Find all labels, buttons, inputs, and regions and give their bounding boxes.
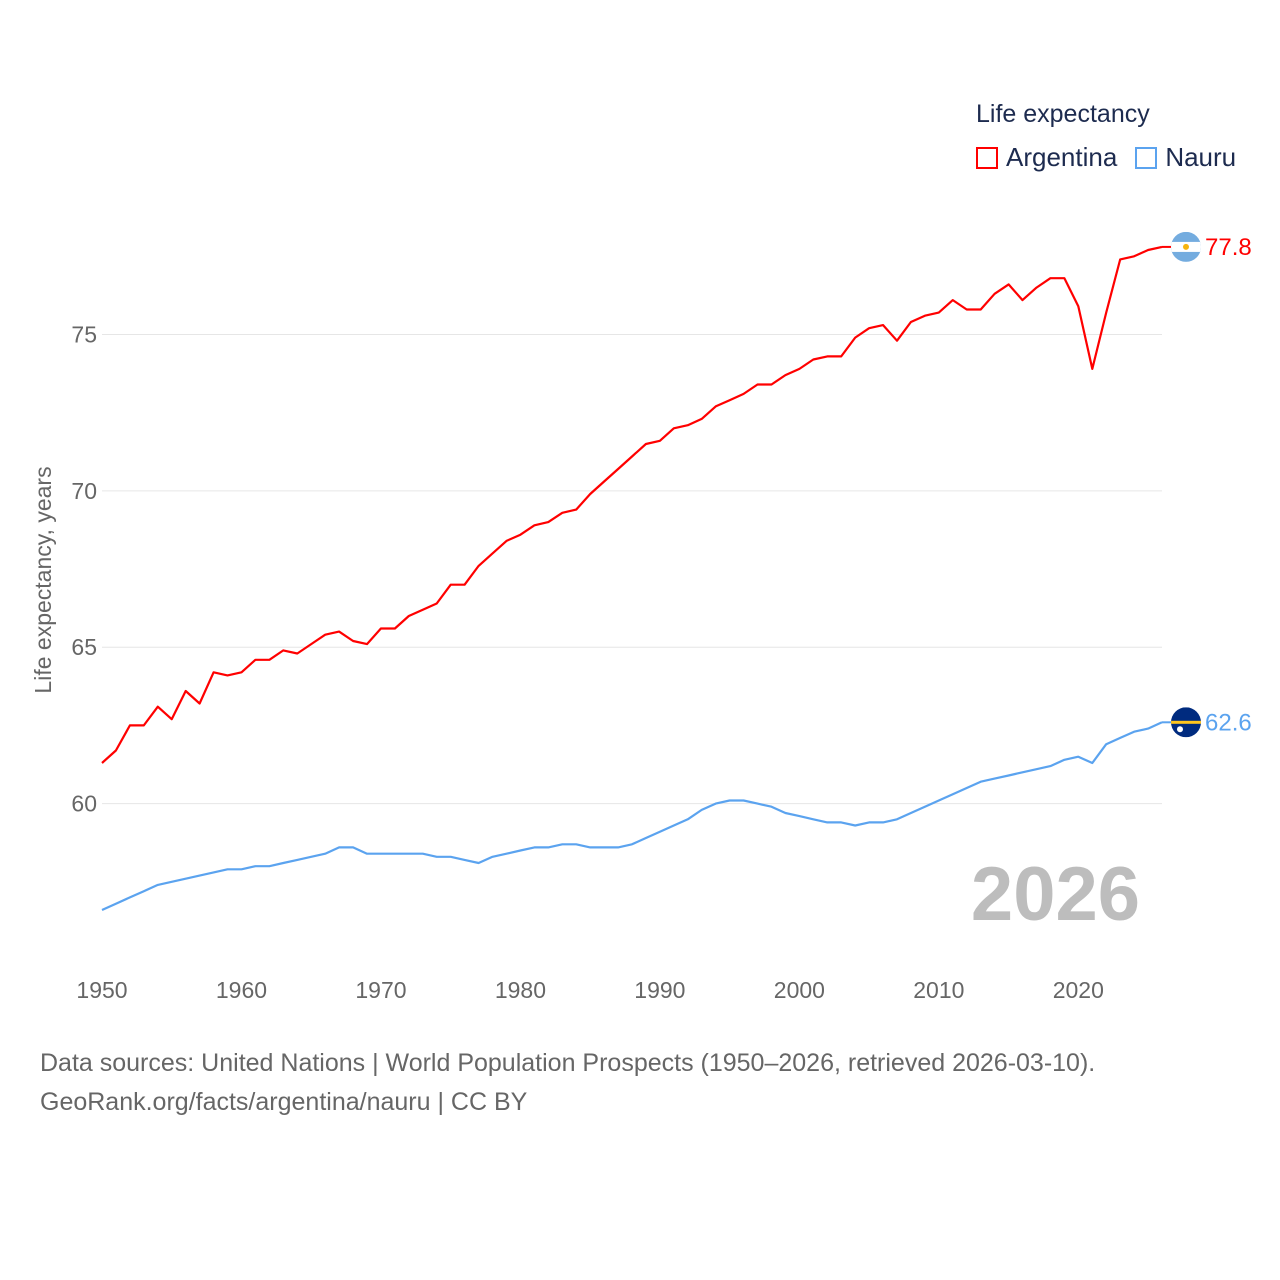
data-source: Data sources: United Nations | World Pop… xyxy=(40,1049,1096,1077)
series-lines: 77.8 62.6 xyxy=(101,231,1252,912)
x-tick-label: 1970 xyxy=(355,977,406,1003)
legend-swatch xyxy=(976,146,998,169)
x-tick-label: 2000 xyxy=(774,977,825,1003)
grid xyxy=(102,333,1162,805)
nauru-flag-icon xyxy=(1171,707,1201,738)
x-tick-label: 2010 xyxy=(913,977,964,1003)
end-value-label: 62.6 xyxy=(1205,709,1252,736)
x-tick-label: 1950 xyxy=(76,977,127,1003)
argentina-flag-icon xyxy=(1171,231,1201,262)
y-axis-label: Life expectancy, years xyxy=(30,466,56,693)
footer: Data sources: United Nations | World Pop… xyxy=(40,1044,1095,1122)
end-value-label: 77.8 xyxy=(1205,234,1252,261)
legend-item-argentina[interactable]: Argentina xyxy=(976,142,1117,173)
y-axis-ticks: 60 65 70 75 xyxy=(71,321,97,816)
series-line-nauru xyxy=(101,721,1163,912)
x-tick-label: 1990 xyxy=(634,977,685,1003)
x-tick-label: 1960 xyxy=(216,977,267,1003)
series-line-argentina xyxy=(101,245,1163,764)
attribution-link[interactable]: GeoRank.org/facts/argentina/nauru | CC B… xyxy=(40,1088,528,1116)
legend-label: Nauru xyxy=(1165,142,1237,172)
x-tick-label: 2020 xyxy=(1053,977,1104,1003)
y-tick-label: 65 xyxy=(71,634,97,660)
y-tick-label: 70 xyxy=(71,478,97,504)
legend-label: Argentina xyxy=(1006,142,1118,172)
legend: Argentina Nauru xyxy=(976,142,1254,173)
year-watermark: 2026 xyxy=(971,852,1140,937)
legend-item-nauru[interactable]: Nauru xyxy=(1135,142,1236,173)
y-tick-label: 60 xyxy=(71,791,97,817)
x-axis-ticks: 1950 1960 1970 1980 1990 2000 2010 2020 xyxy=(76,977,1103,1003)
y-tick-label: 75 xyxy=(71,321,97,347)
x-tick-label: 1980 xyxy=(495,977,546,1003)
legend-swatch xyxy=(1135,146,1158,169)
legend-title: Life expectancy xyxy=(976,100,1150,128)
